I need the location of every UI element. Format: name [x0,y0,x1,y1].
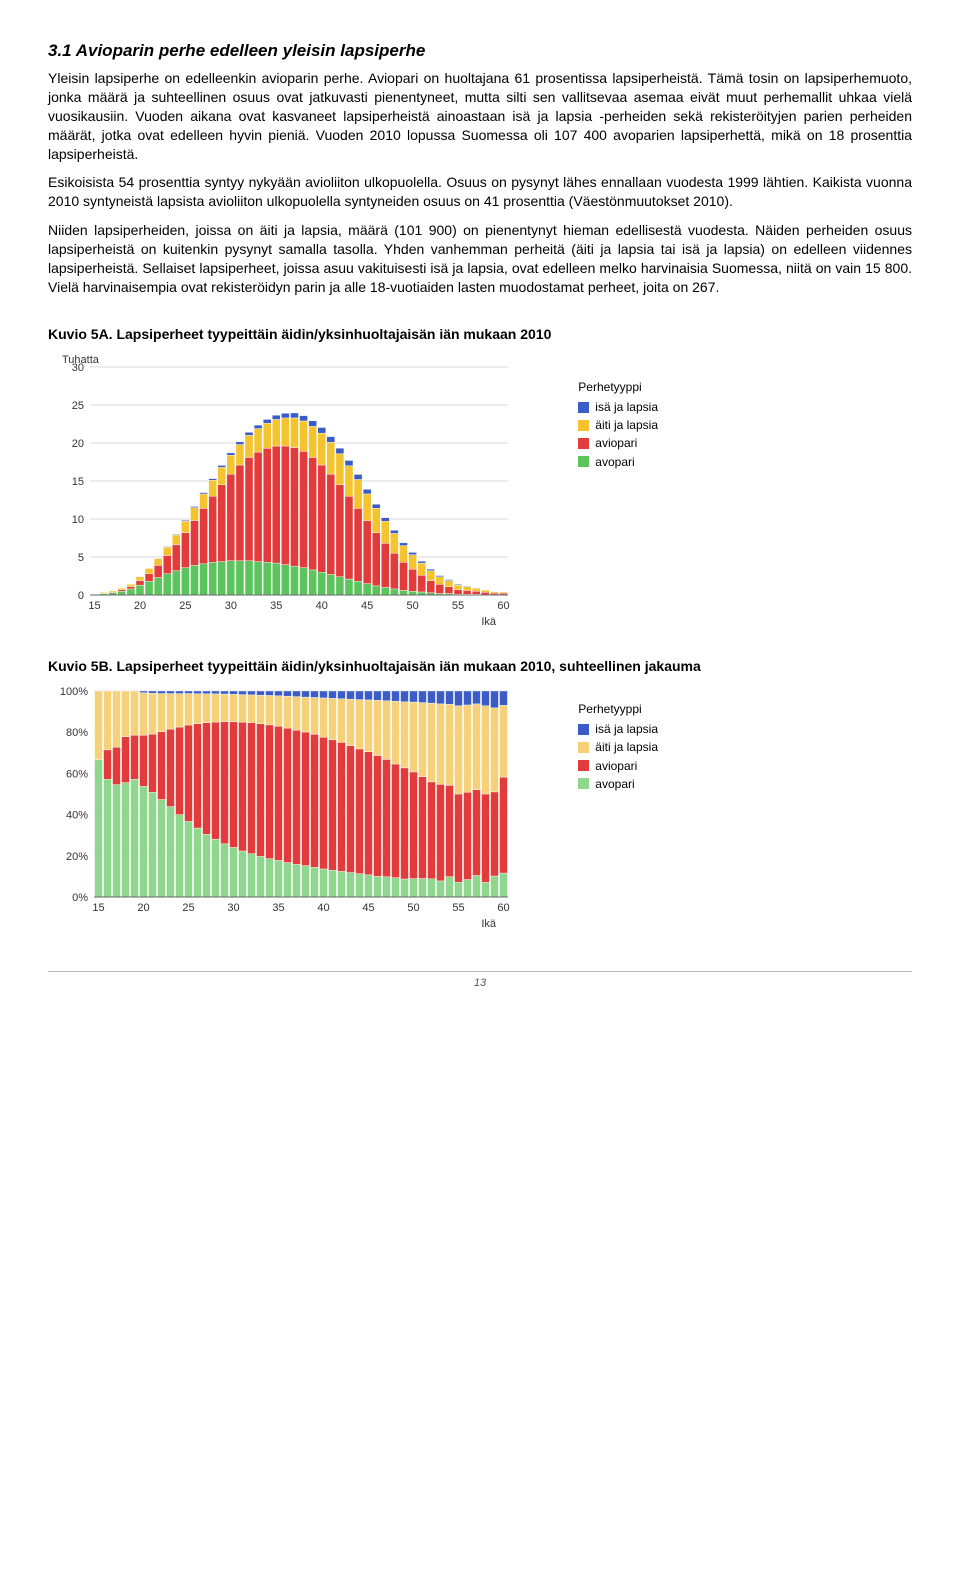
legend-row: isä ja lapsia [578,721,658,737]
svg-text:20: 20 [72,438,84,450]
section-heading: 3.1 Avioparin perhe edelleen yleisin lap… [48,40,912,63]
svg-text:55: 55 [452,902,464,914]
svg-text:0: 0 [78,590,84,602]
svg-text:40: 40 [316,600,328,612]
chart-b-svg: 0% 20% 40% 60% 80% 100% 15 20 25 30 35 40 45 50 55 60Ik… [48,681,518,931]
legend-swatch [578,778,589,789]
legend-row: aviopari [578,758,658,774]
legend-swatch [578,760,589,771]
legend-label: aviopari [595,758,637,774]
svg-text:0%: 0% [72,892,88,904]
legend-label: isä ja lapsia [595,721,658,737]
svg-text:Ikä: Ikä [481,918,497,930]
legend-row: avopari [578,454,658,470]
legend-title: Perhetyyppi [578,379,658,395]
legend-swatch [578,724,589,735]
svg-text:35: 35 [270,600,282,612]
chart-a-title: Kuvio 5A. Lapsiperheet tyypeittäin äidin… [48,325,912,343]
legend-row: äiti ja lapsia [578,739,658,755]
legend-swatch [578,420,589,431]
body-paragraph: Yleisin lapsiperhe on edelleenkin aviopa… [48,69,912,163]
legend-swatch [578,402,589,413]
legend-swatch [578,742,589,753]
legend-label: aviopari [595,435,637,451]
svg-text:45: 45 [362,902,374,914]
legend-label: isä ja lapsia [595,399,658,415]
svg-text:20%: 20% [66,851,88,863]
body-paragraph: Esikoisista 54 prosenttia syntyy nykyään… [48,173,912,211]
svg-text:Ikä: Ikä [481,616,497,628]
legend-swatch [578,438,589,449]
svg-text:5: 5 [78,552,84,564]
chart-b: 0% 20% 40% 60% 80% 100% 15 20 25 30 35 40 45 50 55 60Ik… [48,681,648,931]
svg-text:15: 15 [92,902,104,914]
svg-text:35: 35 [272,902,284,914]
svg-text:15: 15 [72,476,84,488]
chart-a: 051015202530Tuhatta15202530354045505560I… [48,349,648,629]
legend-row: äiti ja lapsia [578,417,658,433]
svg-text:30: 30 [227,902,239,914]
svg-text:50: 50 [407,902,419,914]
svg-text:20: 20 [137,902,149,914]
svg-text:55: 55 [452,600,464,612]
legend-swatch [578,456,589,467]
legend-row: aviopari [578,435,658,451]
svg-text:60%: 60% [66,769,88,781]
svg-text:40: 40 [317,902,329,914]
chart-b-title: Kuvio 5B. Lapsiperheet tyypeittäin äidin… [48,657,912,675]
svg-text:40%: 40% [66,810,88,822]
svg-text:60: 60 [497,600,509,612]
body-paragraph: Niiden lapsiperheiden, joissa on äiti ja… [48,221,912,297]
svg-text:50: 50 [406,600,418,612]
svg-text:80%: 80% [66,727,88,739]
chart-b-legend: Perhetyyppi isä ja lapsia äiti ja lapsia a… [578,701,658,794]
svg-text:25: 25 [182,902,194,914]
legend-title: Perhetyyppi [578,701,658,717]
svg-text:15: 15 [88,600,100,612]
svg-text:10: 10 [72,514,84,526]
chart-a-svg: 051015202530Tuhatta15202530354045505560I… [48,349,518,629]
svg-text:60: 60 [497,902,509,914]
svg-text:Tuhatta: Tuhatta [62,354,100,366]
svg-text:100%: 100% [60,686,88,698]
chart-a-legend: Perhetyyppi isä ja lapsia äiti ja lapsia a… [578,379,658,472]
svg-text:45: 45 [361,600,373,612]
legend-label: avopari [595,454,634,470]
svg-text:25: 25 [72,400,84,412]
page-number: 13 [48,971,912,991]
svg-text:30: 30 [225,600,237,612]
legend-label: avopari [595,776,634,792]
legend-row: isä ja lapsia [578,399,658,415]
legend-row: avopari [578,776,658,792]
svg-text:20: 20 [134,600,146,612]
svg-text:25: 25 [179,600,191,612]
legend-label: äiti ja lapsia [595,739,658,755]
legend-label: äiti ja lapsia [595,417,658,433]
